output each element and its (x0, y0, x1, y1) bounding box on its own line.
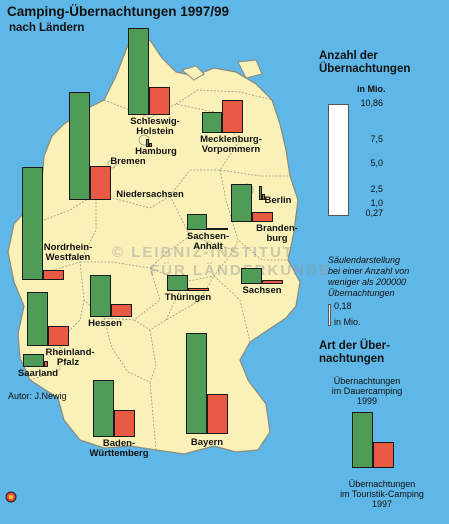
state-label-schleswig-holstein-2: Holstein (136, 126, 174, 137)
min-unit: in Mio. (334, 317, 361, 327)
min-value: 0,18 (334, 301, 352, 311)
bar-dauercamping-saarland (23, 354, 44, 367)
logo-icon (5, 491, 17, 503)
scale-tick: 1,0 (370, 198, 383, 208)
state-label-brandenburg-2: burg (266, 233, 288, 244)
scale-tick: 5,0 (370, 158, 383, 168)
bar-touristik-saarland (44, 361, 48, 367)
bar-dauercamping-hamburg (146, 139, 149, 147)
bar-touristik-hamburg (149, 143, 152, 147)
bar-touristik-baden-wuerttemberg (114, 410, 135, 437)
watermark: © LEIBNIZ-INSTITUT (112, 244, 295, 261)
scale-legend-title-2: Übernachtungen (319, 63, 411, 75)
state-label-anhalt: Anhalt (193, 241, 223, 252)
bar-touristik-mecklenburg (222, 100, 243, 133)
min-bar-sample (328, 304, 331, 326)
scale-bar (328, 104, 349, 216)
state-label-brandenburg: Branden- (256, 223, 298, 234)
state-label-sachsen: Sachsen (242, 285, 282, 296)
bar-touristik-sachsen (262, 280, 283, 284)
legend-touristik-label-2: im Touristik-Camping (340, 489, 424, 499)
type-legend-title-2: nachtungen (319, 353, 385, 365)
type-legend-title: Art der Über- (319, 340, 390, 352)
bar-touristik-schleswig-holstein (149, 87, 170, 115)
state-label-hessen: Hessen (88, 318, 122, 329)
bar-dauercamping-sachsen (241, 268, 262, 284)
bar-dauercamping-berlin (259, 186, 262, 200)
bar-touristik-sachsen-anhalt (207, 228, 228, 230)
bar-touristik-hessen (111, 304, 132, 317)
state-label-bremen: Bremen (110, 156, 146, 167)
legend-dauercamping-label: Übernachtungen (333, 376, 401, 386)
state-label-pfalz: Pfalz (56, 357, 80, 368)
bar-dauercamping-schleswig-holstein (128, 28, 149, 115)
state-label-saarland: Saarland (17, 368, 59, 379)
bar-touristik-brandenburg (252, 212, 273, 222)
bar-dauercamping-sachsen-anhalt (187, 214, 207, 230)
scale-tick: 7,5 (370, 134, 383, 144)
state-label-wuerttemberg: Württemberg (89, 448, 149, 459)
note-line-4: Übernachtungen (328, 288, 395, 298)
state-label-bayern: Bayern (190, 437, 224, 448)
note-line-3: weniger als 200000 (328, 277, 407, 287)
bar-dauercamping-nordrhein-westfalen (22, 167, 43, 280)
state-label-mecklenburg: Mecklenburg- (200, 134, 262, 145)
note-line-1: Säulendarstellung (328, 255, 401, 265)
bar-dauercamping-thueringen (167, 275, 188, 291)
bar-dauercamping-baden-wuerttemberg (93, 380, 114, 437)
state-label-westfalen: Westfalen (45, 252, 91, 263)
bar-dauercamping-mecklenburg (202, 112, 222, 133)
state-label-sachsen: Sachsen- (186, 231, 230, 242)
bar-dauercamping-hessen (90, 275, 111, 317)
scale-tick: 10,86 (360, 98, 383, 108)
note-line-2: bei einer Anzahl von (328, 266, 410, 276)
state-label-baden: Baden- (102, 438, 136, 449)
bar-dauercamping-brandenburg (231, 184, 252, 222)
state-label-nordrhein: Nordrhein- (43, 242, 93, 253)
scale-tick: 0,27 (365, 208, 383, 218)
state-label-rheinland: Rheinland- (45, 347, 95, 358)
state-label-vorpommern: Vorpommern (201, 144, 261, 155)
author-credit: Autor: J.Newig (8, 391, 67, 401)
bar-touristik-thueringen (188, 288, 209, 291)
scale-legend-title: Anzahl der (319, 50, 378, 62)
bar-touristik-nordrhein-westfalen (43, 270, 64, 280)
bar-touristik-rheinland-pfalz (48, 326, 69, 346)
bar-touristik-niedersachsen (90, 166, 111, 200)
legend-touristik-year: 1997 (371, 499, 393, 509)
scale-tick: 2,5 (370, 184, 383, 194)
bar-touristik-bayern (207, 394, 228, 434)
map-subtitle: nach Ländern (9, 22, 85, 34)
bar-dauercamping-rheinland-pfalz (27, 292, 48, 346)
map-title: Camping-Übernachtungen 1997/99 (7, 4, 230, 19)
scale-legend-unit: in Mio. (357, 84, 386, 94)
state-label-thueringen: Thüringen (164, 292, 212, 303)
state-label-hamburg: Hamburg (135, 146, 177, 157)
bar-touristik-berlin (262, 194, 265, 200)
watermark: FÜR LÄNDERKUNDE (150, 262, 329, 279)
state-label-schleswig-holstein: Schleswig- (130, 116, 180, 127)
legend-bar-dauercamping (352, 412, 373, 468)
state-borders (29, 89, 290, 451)
bar-dauercamping-niedersachsen (69, 92, 90, 200)
legend-bar-touristik (373, 442, 394, 468)
state-label-niedersachsen: Niedersachsen (116, 189, 184, 200)
state-label-berlin: Berlin (264, 195, 292, 206)
bar-dauercamping-bayern (186, 333, 207, 434)
legend-dauercamping-year: 1999 (356, 396, 378, 406)
legend-touristik-label: Übernachtungen (348, 479, 416, 489)
legend-dauercamping-label-2: im Dauercamping (331, 386, 403, 396)
